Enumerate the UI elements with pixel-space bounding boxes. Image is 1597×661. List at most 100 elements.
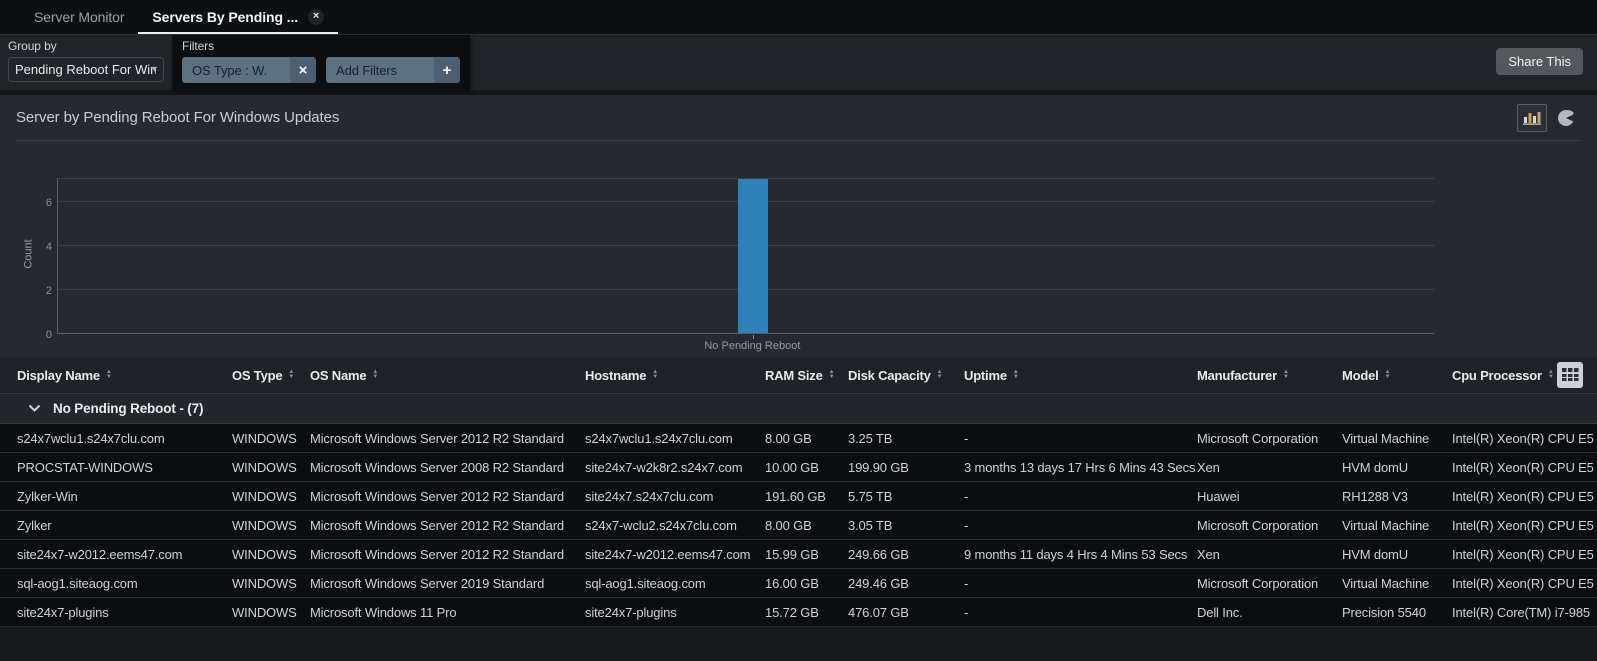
toolbar: Group by Pending Reboot For Win ▾ Filter… [0, 35, 1597, 90]
table-cell: Xen [1197, 459, 1220, 475]
column-header-label: RAM Size [765, 367, 823, 383]
table-cell: 15.72 GB [765, 604, 819, 620]
filter-chip-text: OS Type : W. [182, 57, 290, 83]
column-header-label: Hostname [585, 367, 647, 383]
column-header-os-name[interactable]: OS Name ▲ ▼ [310, 368, 585, 383]
table-row[interactable]: site24x7-w2012.eems47.com WINDOWS Microsof… [0, 540, 1597, 569]
table-body: s24x7wclu1.s24x7clu.com WINDOWS Microsoft … [0, 424, 1597, 627]
tab-bar: Server Monitor Servers By Pending ... × [0, 0, 1597, 35]
sort-icon[interactable]: ▲ ▼ [652, 369, 658, 380]
table-row[interactable]: s24x7wclu1.s24x7clu.com WINDOWS Microsoft … [0, 424, 1597, 453]
table-cell: 10.00 GB [765, 459, 819, 475]
table-cell: site24x7-w2012.eems47.com [585, 546, 751, 562]
tab-servers-by-pending[interactable]: Servers By Pending ... × [138, 0, 338, 34]
sort-icon[interactable]: ▲ ▼ [105, 369, 112, 380]
bar-no-pending-reboot[interactable] [737, 179, 768, 333]
remove-filter-icon[interactable]: × [290, 57, 316, 83]
column-header-os-type[interactable]: OS Type ▲ ▼ [232, 368, 310, 383]
table-cell: 9 months 11 days 4 Hrs 4 Mins 53 Secs [964, 546, 1188, 562]
table-cell: 5.75 TB [848, 488, 893, 504]
sort-icon[interactable]: ▲ ▼ [288, 369, 295, 380]
chart-plot: 0 2 4 6 [46, 178, 1434, 341]
table-cell: - [964, 488, 969, 504]
table-cell: Intel(R) Xeon(R) CPU E5 [1452, 575, 1594, 591]
table-cell: Virtual Machine [1342, 517, 1430, 533]
table-row[interactable]: site24x7-plugins WINDOWS Microsoft Windows… [0, 598, 1597, 627]
table-cell: sql-aog1.siteaog.com [585, 575, 706, 591]
column-header-hostname[interactable]: Hostname ▲ ▼ [585, 368, 765, 383]
table-cell: Microsoft Windows 11 Pro [310, 604, 457, 620]
column-header-label: OS Name [310, 367, 367, 383]
close-icon[interactable]: × [308, 9, 325, 25]
sort-icon[interactable]: ▲ ▼ [936, 369, 943, 380]
table-cell: WINDOWS [232, 459, 297, 475]
pie-chart-icon[interactable] [1551, 104, 1581, 132]
table-cell: WINDOWS [232, 604, 297, 620]
table-cell: Microsoft Corporation [1197, 430, 1319, 446]
table-cell: Zylker-Win [17, 488, 78, 504]
table-row[interactable]: Zylker-Win WINDOWS Microsoft Windows Serve… [0, 482, 1597, 511]
table-cell: 249.46 GB [848, 575, 909, 591]
sort-icon[interactable]: ▲ ▼ [372, 369, 379, 380]
chevron-down-icon: ▾ [151, 64, 157, 75]
bar-chart: Count 0 2 4 6 No Pending Reboot [0, 141, 1597, 357]
column-chooser-icon[interactable] [1557, 362, 1583, 388]
group-by-select[interactable]: Pending Reboot For Win ▾ [8, 57, 164, 82]
y-tick-label: 0 [45, 329, 52, 341]
column-header-label: OS Type [232, 367, 283, 383]
column-header-model[interactable]: Model ▲ ▼ [1342, 368, 1452, 383]
group-row-no-pending-reboot[interactable]: No Pending Reboot - (7) [0, 394, 1597, 424]
y-axis-title: Count [22, 239, 35, 269]
table-cell: Intel(R) Xeon(R) CPU E5 [1452, 459, 1594, 475]
table-row[interactable]: Zylker WINDOWS Microsoft Windows Server 20… [0, 511, 1597, 540]
table-cell: Intel(R) Xeon(R) CPU E5 [1452, 430, 1594, 446]
sort-icon[interactable]: ▲ ▼ [1012, 369, 1019, 380]
sort-icon[interactable]: ▲ ▼ [1282, 369, 1289, 380]
table-cell: Microsoft Windows Server 2012 R2 Standar… [310, 517, 564, 533]
table-cell: - [964, 430, 969, 446]
table-cell: HVM domU [1342, 546, 1408, 562]
column-header-manufacturer[interactable]: Manufacturer ▲ ▼ [1197, 368, 1342, 383]
group-by-label: Group by [8, 39, 57, 53]
sort-icon[interactable]: ▲ ▼ [1384, 369, 1391, 380]
table-cell: site24x7-plugins [585, 604, 677, 620]
y-tick-label: 4 [45, 241, 52, 254]
column-header-ram-size[interactable]: RAM Size ▲ ▼ [765, 368, 848, 383]
table-cell: site24x7-w2k8r2.s24x7.com [585, 459, 743, 475]
bar-chart-icon[interactable] [1517, 103, 1547, 132]
table-cell: Microsoft Windows Server 2008 R2 Standar… [310, 459, 564, 475]
table-cell: Microsoft Windows Server 2012 R2 Standar… [310, 546, 564, 562]
table-cell: Microsoft Corporation [1197, 517, 1319, 533]
column-header-uptime[interactable]: Uptime ▲ ▼ [964, 368, 1197, 383]
column-header-disk-capacity[interactable]: Disk Capacity ▲ ▼ [848, 368, 964, 383]
x-axis-tick [752, 335, 754, 339]
column-header-label: Uptime [964, 367, 1007, 383]
y-tick-label: 6 [45, 197, 52, 210]
filter-chip-os-type[interactable]: OS Type : W. × [182, 57, 316, 83]
tab-label: Servers By Pending ... [152, 9, 299, 25]
table-cell: 249.66 GB [848, 546, 909, 562]
add-filters-button[interactable]: Add Filters + [326, 57, 460, 83]
table-cell: Zylker [17, 517, 52, 533]
table-cell: site24x7-plugins [17, 604, 109, 620]
group-by-value: Pending Reboot For Win [15, 62, 156, 77]
column-header-label: Display Name [17, 367, 100, 383]
table-row[interactable]: sql-aog1.siteaog.com WINDOWS Microsoft Win… [0, 569, 1597, 598]
sort-icon[interactable]: ▲ ▼ [1547, 369, 1554, 380]
group-label: No Pending Reboot - (7) [53, 401, 204, 416]
table-cell: 191.60 GB [765, 488, 826, 504]
plus-icon[interactable]: + [434, 57, 460, 83]
gridline [58, 333, 1434, 334]
tab-server-monitor[interactable]: Server Monitor [20, 0, 138, 34]
table-cell: s24x7wclu1.s24x7clu.com [585, 430, 733, 446]
chevron-down-icon [28, 404, 41, 412]
table-cell: Huawei [1197, 488, 1240, 504]
column-header-display-name[interactable]: Display Name ▲ ▼ [17, 368, 232, 383]
sort-icon[interactable]: ▲ ▼ [828, 369, 835, 380]
share-this-button[interactable]: Share This [1496, 48, 1583, 75]
table-cell: 8.00 GB [765, 517, 812, 533]
main-panel: Server by Pending Reboot For Windows Upd… [0, 95, 1597, 661]
table-row[interactable]: PROCSTAT-WINDOWS WINDOWS Microsoft Windows… [0, 453, 1597, 482]
column-header-cpu-processor[interactable]: Cpu Processor ▲ ▼ [1452, 368, 1597, 383]
table-cell: 3.25 TB [848, 430, 893, 446]
